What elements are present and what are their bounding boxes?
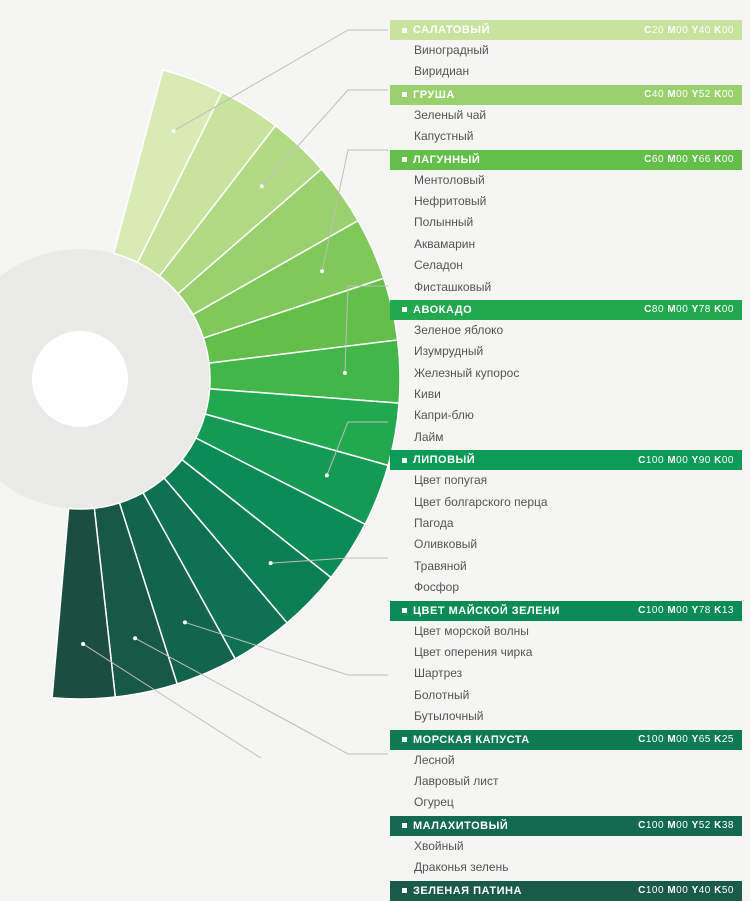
bullet-icon	[402, 608, 407, 613]
color-list: САЛАТОВЫЙ C20 M00 Y40 K00 ВиноградныйВирид…	[390, 18, 742, 901]
color-name: Зеленое яблоко	[390, 320, 742, 341]
color-name: Селадон	[390, 255, 742, 276]
color-name: Бутылочный	[390, 706, 742, 727]
color-name: Капри-блю	[390, 405, 742, 426]
group-header: МОРСКАЯ КАПУСТА C100 M00 Y65 K25	[390, 730, 742, 750]
leader-line	[174, 30, 388, 131]
bullet-icon	[402, 92, 407, 97]
group-header: МАЛАХИТОВЫЙ C100 M00 Y52 K38	[390, 816, 742, 836]
color-name: Аквамарин	[390, 234, 742, 255]
color-name: Изумрудный	[390, 341, 742, 362]
color-name: Цвет морской волны	[390, 621, 742, 642]
color-name: Капустный	[390, 126, 742, 147]
leader-line	[322, 150, 388, 271]
bullet-icon	[402, 157, 407, 162]
group-label: МОРСКАЯ КАПУСТА	[413, 734, 530, 746]
color-name: Виридиан	[390, 61, 742, 82]
color-name: Виноградный	[390, 40, 742, 61]
color-name: Полынный	[390, 212, 742, 233]
leader-line	[185, 622, 388, 675]
leader-line	[271, 558, 388, 563]
color-name: Фосфор	[390, 577, 742, 598]
leader-line	[262, 90, 388, 186]
leader-line	[345, 286, 388, 373]
cmyk-code: C20 M00 Y40 K00	[644, 25, 734, 36]
color-name: Киви	[390, 384, 742, 405]
color-name: Цвет попугая	[390, 470, 742, 491]
group-label: ЛАГУННЫЙ	[413, 154, 480, 166]
cmyk-code: C80 M00 Y78 K00	[644, 304, 734, 315]
cmyk-code: C100 M00 Y78 K13	[638, 605, 734, 616]
color-name: Лавровый лист	[390, 771, 742, 792]
color-name: Цвет оперения чирка	[390, 642, 742, 663]
bullet-icon	[402, 737, 407, 742]
bullet-icon	[402, 28, 407, 33]
group-label: ЗЕЛЕНАЯ ПАТИНА	[413, 885, 522, 897]
group-label: САЛАТОВЫЙ	[413, 24, 490, 36]
color-name: Драконья зелень	[390, 857, 742, 878]
color-name: Ментоловый	[390, 170, 742, 191]
cmyk-code: C40 M00 Y52 K00	[644, 89, 734, 100]
leader-line	[83, 644, 388, 758]
color-name: Лесной	[390, 750, 742, 771]
bullet-icon	[402, 458, 407, 463]
cmyk-code: C100 M00 Y40 K50	[638, 885, 734, 896]
group-label: ЛИПОВЫЙ	[413, 454, 475, 466]
color-name: Железный купорос	[390, 363, 742, 384]
group-label: МАЛАХИТОВЫЙ	[413, 820, 508, 832]
group-header: ГРУША C40 M00 Y52 K00	[390, 85, 742, 105]
color-name: Оливковый	[390, 534, 742, 555]
color-name: Лайм	[390, 427, 742, 448]
group-header: ЛАГУННЫЙ C60 M00 Y66 K00	[390, 150, 742, 170]
color-name: Цвет болгарского перца	[390, 492, 742, 513]
group-label: ГРУША	[413, 89, 455, 101]
group-header: ЦВЕТ МАЙСКОЙ ЗЕЛЕНИ C100 M00 Y78 K13	[390, 601, 742, 621]
color-name: Огурец	[390, 792, 742, 813]
cmyk-code: C100 M00 Y52 K38	[638, 820, 734, 831]
leader-line	[135, 638, 388, 754]
cmyk-code: C100 M00 Y65 K25	[638, 734, 734, 745]
group-header: ЗЕЛЕНАЯ ПАТИНА C100 M00 Y40 K50	[390, 881, 742, 901]
color-name: Нефритовый	[390, 191, 742, 212]
leader-line	[327, 422, 388, 475]
bullet-icon	[402, 307, 407, 312]
color-name: Хвойный	[390, 836, 742, 857]
group-label: ЦВЕТ МАЙСКОЙ ЗЕЛЕНИ	[413, 605, 560, 617]
color-name: Шартрез	[390, 663, 742, 684]
group-label: АВОКАДО	[413, 304, 472, 316]
color-name: Фисташковый	[390, 277, 742, 298]
group-header: САЛАТОВЫЙ C20 M00 Y40 K00	[390, 20, 742, 40]
color-name: Зеленый чай	[390, 105, 742, 126]
color-name: Травяной	[390, 556, 742, 577]
color-name: Пагода	[390, 513, 742, 534]
bullet-icon	[402, 888, 407, 893]
cmyk-code: C60 M00 Y66 K00	[644, 154, 734, 165]
group-header: АВОКАДО C80 M00 Y78 K00	[390, 300, 742, 320]
color-wheel	[0, 0, 400, 758]
group-header: ЛИПОВЫЙ C100 M00 Y90 K00	[390, 450, 742, 470]
bullet-icon	[402, 823, 407, 828]
color-name: Болотный	[390, 685, 742, 706]
cmyk-code: C100 M00 Y90 K00	[638, 455, 734, 466]
